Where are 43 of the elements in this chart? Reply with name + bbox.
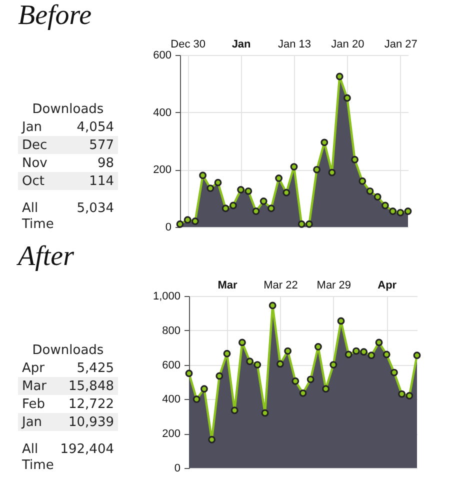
category-label: Apr	[22, 361, 46, 376]
y-tick-label: 600	[162, 359, 180, 372]
data-label: 577	[89, 138, 114, 153]
x-tick-label: Mar	[218, 280, 238, 292]
data-label: 192,404	[60, 442, 114, 457]
text: Downloads	[32, 102, 104, 117]
data-label: 12,722	[68, 397, 114, 412]
y-tick-label: 1,000	[152, 290, 180, 302]
category-label: All Time	[21, 201, 54, 232]
y-tick-label: 800	[162, 324, 180, 337]
y-tick-label: 200	[162, 428, 180, 440]
data-label: 10,939	[68, 415, 114, 430]
category-label: Oct	[22, 174, 44, 189]
data-label: 98	[97, 156, 114, 171]
x-tick-label: Jan 27	[384, 38, 418, 50]
y-tick-label: 400	[162, 394, 180, 406]
chart-title: Before	[18, 0, 92, 31]
category-label: Dec	[22, 138, 48, 153]
data-label: 4,054	[76, 120, 114, 135]
x-tick-label: Mar 22	[264, 280, 298, 292]
text: Downloads	[32, 343, 104, 358]
x-tick-label: Jan 13	[278, 38, 312, 50]
x-tick-label: Mar 29	[316, 280, 352, 292]
x-tick-label: Dec 30	[170, 38, 206, 50]
y-tick-label: 600	[153, 50, 172, 62]
y-tick-label: 200	[153, 164, 172, 176]
y-tick-label: 400	[153, 106, 172, 119]
category-label: Feb	[22, 397, 46, 412]
category-label: Jan	[21, 120, 42, 135]
data-label: 5,034	[76, 201, 114, 216]
data-label: 5,425	[76, 361, 114, 376]
data-label: 114	[89, 174, 114, 189]
x-tick-label: Jan 20	[331, 38, 364, 50]
category-label: Nov	[22, 156, 48, 171]
category-label: Jan	[21, 415, 42, 430]
category-label: Mar	[22, 379, 48, 394]
y-tick-label: 0	[174, 462, 180, 474]
x-tick-label: Apr	[378, 280, 398, 292]
y-tick-label: 0	[165, 222, 172, 234]
data-label: 15,848	[68, 379, 114, 394]
chart-title: After	[16, 241, 74, 272]
x-tick-label: Jan	[232, 38, 252, 50]
category-label: All Time	[21, 442, 54, 473]
